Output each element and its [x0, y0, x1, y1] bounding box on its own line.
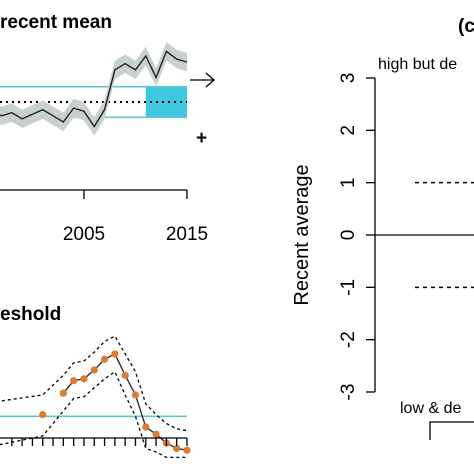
- data-point-2003: [59, 389, 67, 397]
- data-point-2008: [111, 350, 119, 358]
- y-tick-label-3: 3: [338, 73, 359, 84]
- data-point-2010: [131, 391, 140, 399]
- data-point-2004: [70, 377, 78, 385]
- panel-threshold: eshold: [0, 304, 191, 459]
- panel-title-c: (c: [458, 16, 474, 37]
- data-point-2009: [121, 371, 129, 379]
- recent-mean-series-line: [0, 50, 188, 128]
- lower-interval-dashed-line: [0, 370, 187, 459]
- x-axis-ticks: 2005 2015: [63, 190, 208, 245]
- series-segment: [114, 353, 126, 376]
- data-point-2007: [100, 355, 109, 363]
- panel-title-recent-mean: recent mean: [0, 12, 112, 33]
- y-tick-label-1: 1: [338, 177, 359, 188]
- x-axis-ticks-bottom: [11, 438, 188, 446]
- series-segment: [134, 394, 147, 428]
- annotation-high: high but de: [378, 56, 457, 73]
- x-tick-label-2005: 2005: [63, 224, 105, 245]
- panel-recent-mean: recent mean + 2005 2015: [0, 12, 215, 245]
- y-tick-label-0: 0: [338, 230, 359, 241]
- annotation-low: low & de: [400, 400, 461, 417]
- series-segment: [124, 375, 137, 396]
- y-tick-label--1: -1: [338, 279, 359, 296]
- y-axis-ticks: 3 2 1 0 -1 -2 -3: [338, 73, 375, 401]
- y-axis-label: Recent average: [291, 164, 313, 305]
- data-point-2001: [39, 410, 47, 419]
- threshold-points: [39, 350, 191, 454]
- panel-recent-average: (c high but de low & de Recent average 3…: [291, 16, 474, 440]
- y-tick-label--3: -3: [338, 384, 359, 401]
- panel-title-threshold: eshold: [0, 304, 61, 325]
- data-point-2015: [183, 446, 191, 454]
- y-tick-label-2: 2: [338, 125, 359, 136]
- data-point-2012: [152, 430, 160, 438]
- data-point-2006: [90, 366, 98, 374]
- upper-interval-dashed-line: [0, 335, 188, 432]
- data-point-2005: [80, 375, 88, 383]
- bottom-bracket: [429, 421, 474, 440]
- trend-arrow-icon: [190, 72, 215, 88]
- y-tick-label--2: -2: [338, 331, 359, 348]
- data-point-2014: [173, 444, 181, 453]
- plus-marker: +: [196, 128, 207, 149]
- x-tick-label-2015: 2015: [166, 224, 208, 245]
- data-point-2011: [142, 423, 150, 431]
